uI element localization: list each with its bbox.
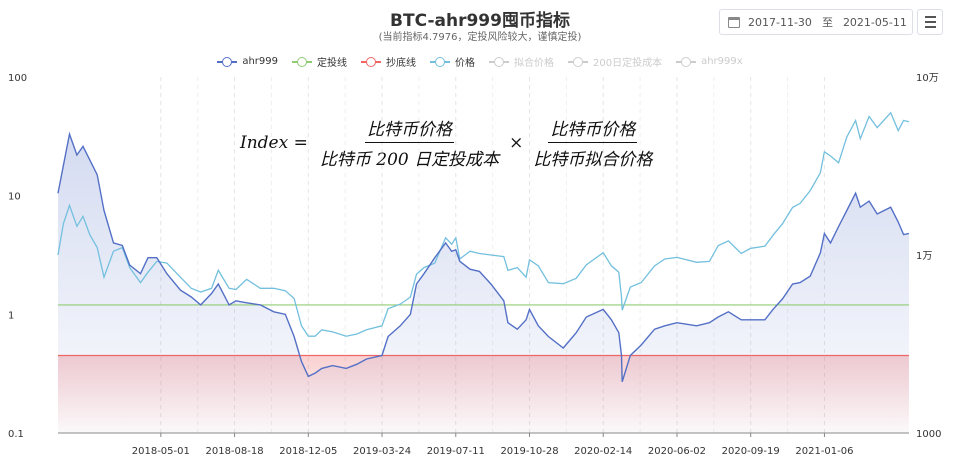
chart-subtitle: (当前指标4.7976，定投风险较大，谨慎定投): [378, 32, 582, 43]
date-range-picker[interactable]: 2017-11-30 至 2021-05-11: [719, 9, 913, 35]
date-separator: 至: [821, 16, 833, 29]
menu-icon-bar: [924, 26, 936, 28]
formula-lhs: Index =: [240, 132, 308, 153]
x-tick-label: 2019-10-28: [500, 446, 558, 457]
formula-denominator-1: 比特币 200 日定投成本: [319, 150, 500, 170]
legend-marker-icon: [676, 56, 697, 67]
legend-label: 价格: [454, 58, 475, 69]
price-series-line: [57, 111, 910, 337]
legend-marker-icon: [429, 56, 450, 67]
ahr999-area: [58, 134, 909, 433]
legend-label: 200日定投成本: [592, 58, 663, 69]
x-tick-label: 2019-07-11: [427, 446, 485, 457]
x-tick-label: 2018-05-01: [132, 446, 190, 457]
y-right-tick-label: 10万: [916, 73, 939, 84]
x-tick-label: 2021-01-06: [795, 446, 853, 457]
legend-item[interactable]: ahr999x: [676, 54, 743, 69]
x-tick-label: 2019-03-24: [353, 446, 411, 457]
x-tick-label: 2020-09-19: [722, 446, 780, 457]
y-left-tick-label: 100: [8, 73, 27, 84]
legend-item[interactable]: 抄底线: [360, 54, 416, 69]
legend-item[interactable]: 价格: [429, 54, 475, 69]
x-tick-label: 2018-08-18: [205, 446, 263, 457]
y-left-tick-label: 10: [8, 192, 21, 203]
legend-item[interactable]: 拟合价格: [488, 54, 554, 69]
legend-marker-icon: [567, 56, 588, 67]
start-date[interactable]: 2017-11-30: [748, 15, 812, 29]
legend-marker-icon: [360, 56, 381, 67]
legend-label: ahr999: [242, 56, 278, 67]
legend-label: 定投线: [316, 58, 347, 69]
formula-numerator-1: 比特币价格: [364, 115, 454, 143]
end-date[interactable]: 2021-05-11: [842, 15, 907, 29]
legend-item[interactable]: 定投线: [291, 54, 347, 69]
ahr999-series-line: [57, 131, 910, 383]
y-left-tick-label: 0.1: [8, 429, 24, 440]
y-right-tick-label: 1000: [916, 429, 941, 440]
formula-times: ×: [509, 132, 524, 153]
legend-marker-icon: [217, 56, 238, 67]
formula-denominator-2: 比特币拟合价格: [533, 150, 653, 170]
legend-label: 抄底线: [385, 58, 416, 69]
menu-icon-bar: [924, 21, 936, 23]
formula-fraction-1: 比特币价格 比特币 200 日定投成本: [318, 115, 501, 170]
legend-label: ahr999x: [701, 56, 743, 67]
chart-title: BTC-ahr999囤币指标: [390, 11, 570, 31]
menu-icon-bar: [924, 16, 936, 18]
menu-button[interactable]: [917, 9, 943, 35]
x-tick-label: 2018-12-05: [279, 446, 337, 457]
legend-item[interactable]: 200日定投成本: [567, 54, 663, 69]
calendar-icon: [728, 16, 740, 28]
legend-label: 拟合价格: [513, 58, 554, 69]
y-right-tick-label: 1万: [916, 251, 932, 262]
x-tick-label: 2020-02-14: [574, 446, 632, 457]
legend-marker-icon: [488, 56, 509, 67]
y-left-tick-label: 1: [8, 310, 14, 321]
chart-legend: ahr999 定投线 抄底线 价格 拟合价格 200日定投成本 ahr999x: [0, 54, 960, 69]
legend-marker-icon: [291, 56, 312, 67]
formula-numerator-2: 比特币价格: [548, 115, 638, 143]
legend-item[interactable]: ahr999: [217, 54, 278, 69]
x-tick-label: 2020-06-02: [648, 446, 706, 457]
formula-fraction-2: 比特币价格 比特币拟合价格: [531, 115, 654, 170]
index-formula: Index = 比特币价格 比特币 200 日定投成本 × 比特币价格 比特币拟…: [240, 115, 658, 170]
